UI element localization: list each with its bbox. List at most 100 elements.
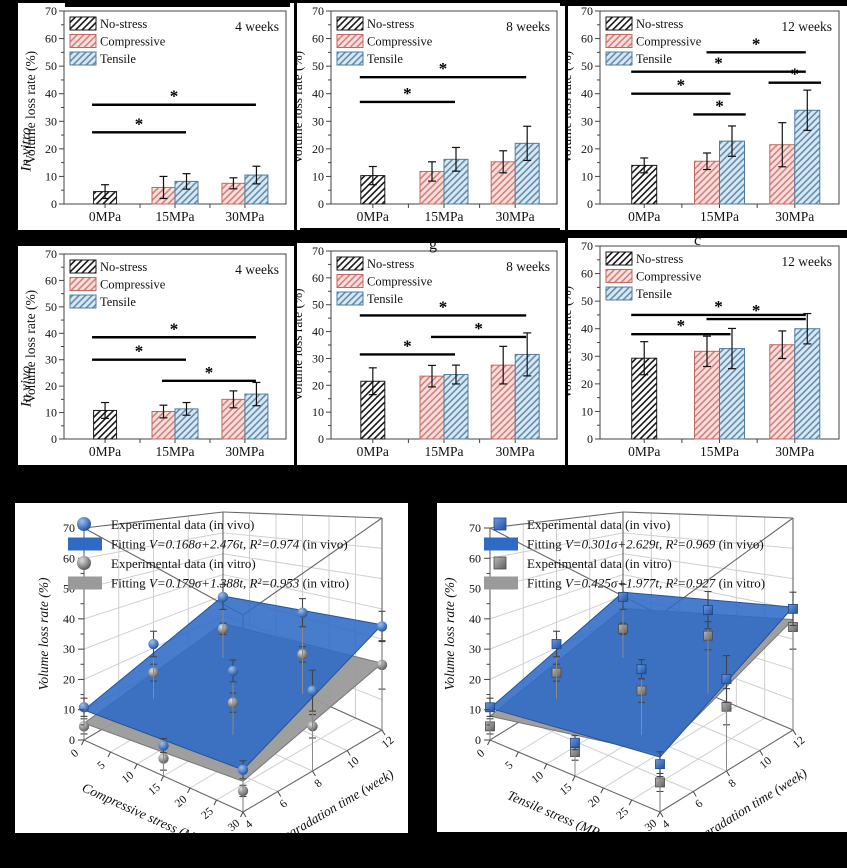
bar-chart-in-vitro-4-weeks: 0 10 20 30 40 50 60 70 Volume loss rate (%) 0MPa 1… — [23, 4, 287, 224]
time-tick-label: 10 — [345, 755, 362, 772]
y-tick-label: 30 — [581, 349, 593, 363]
error-bar — [428, 161, 436, 182]
bar-chart-in-vitro-4-weeks-panel: In vitro 0 10 20 30 40 50 60 70 Volume loss rate… — [18, 3, 294, 230]
y-tick-label: 70 — [45, 247, 57, 261]
error-bar — [728, 125, 736, 157]
bar-chart-in-vitro-4w: 0 10 20 30 40 50 60 70 Volume loss rate (%) 0MPa 1… — [23, 4, 287, 224]
bar-chart-in-vitro-8-weeks-panel: 0 10 20 30 40 50 60 70 Volume loss rate (%) 0MPa 1… — [297, 3, 565, 230]
z-tick-label: 10 — [469, 703, 481, 717]
y-tick-label: 0 — [318, 432, 324, 446]
stress-tick-label: 10 — [529, 769, 546, 786]
week-label: 4 weeks — [235, 19, 279, 34]
legend-label: Compressive — [100, 35, 166, 49]
series-tensile — [443, 332, 540, 440]
legend-label: Compressive — [367, 35, 433, 49]
legend-label: Fitting V=0.179σ+1.388t, R²=0.953 (in vi… — [111, 576, 349, 591]
error-bar — [101, 401, 110, 419]
legend: No-stress Compressive Tensile — [336, 16, 433, 66]
time-tick-label: 10 — [758, 755, 775, 772]
z-tick-label: 40 — [469, 612, 481, 626]
data-point — [307, 685, 318, 696]
data-point — [485, 702, 495, 713]
redaction-bar-middle — [300, 228, 560, 239]
significance-star: * — [715, 96, 724, 115]
z-axis-title: Volume loss rate (%) — [442, 577, 457, 690]
significance-star: * — [752, 34, 761, 53]
error-bar — [703, 152, 711, 171]
series-compressive — [419, 345, 516, 440]
redacted-label-fragment-c: c — [694, 232, 702, 249]
error-bar — [452, 146, 460, 172]
data-point — [636, 664, 647, 675]
legend-item: Fitting V=0.179σ+1.388t, R²=0.953 (in vi… — [68, 576, 349, 591]
week-label: 8 weeks — [506, 259, 550, 274]
error-bar — [101, 184, 110, 200]
series-no-stress — [93, 401, 118, 440]
z-tick-label: 70 — [469, 521, 481, 535]
legend-label: Fitting V=0.301σ+2.629t, R²=0.969 (in vi… — [527, 537, 764, 552]
legend-label: No-stress — [636, 252, 683, 266]
significance-bars: * * * — [359, 297, 527, 356]
y-tick-label: 40 — [581, 87, 593, 101]
bar-chart-in-vivo-4w: 0 10 20 30 40 50 60 70 Volume loss rate (%) 0MPa 1… — [23, 247, 287, 459]
data-point — [237, 764, 249, 775]
stress-tick-label: 20 — [173, 793, 190, 810]
z-tick-label: 20 — [63, 672, 75, 686]
legend-label: Tensile — [367, 52, 403, 66]
y-tick-label: 20 — [312, 142, 324, 156]
redaction-bar-top-left — [65, 0, 290, 7]
time-tick-label: 6 — [693, 798, 705, 811]
x-axis: 0MPa 15MPa 30MPa — [357, 439, 535, 459]
redaction-bar-top-right — [560, 0, 847, 6]
legend-label: Fitting V=0.168σ+2.476t, R²=0.974 (in vi… — [111, 537, 348, 552]
error-bar — [523, 125, 532, 162]
y-tick-label: 70 — [312, 244, 324, 258]
stress-tick-label: 20 — [586, 793, 603, 810]
bar-chart-in-vivo-12-weeks-panel: 0 10 20 30 40 50 60 70 Volume loss rate (%) 0MPa 1… — [568, 238, 847, 465]
legend-item: Fitting V=0.425σ+1.977t, R²=0.927 (in vi… — [484, 576, 765, 591]
time-tick-label: 4 — [660, 818, 672, 831]
legend-swatch — [605, 269, 633, 283]
x-axis: 0MPa 15MPa 30MPa — [628, 439, 814, 459]
y-tick-label: 60 — [581, 32, 593, 46]
legend-swatch — [69, 34, 97, 48]
significance-bars: * * * * * — [631, 34, 822, 116]
stress-tick-label: 15 — [146, 781, 163, 798]
bar-chart-in-vitro-8w: 0 10 20 30 40 50 60 70 Volume loss rate (%) 0MPa 1… — [297, 4, 558, 224]
bar-chart-in-vivo-4-weeks-panel: In vivo 0 10 20 30 40 50 60 70 Volume loss rate … — [18, 246, 294, 465]
y-tick-label: 30 — [581, 114, 593, 128]
legend-swatch — [336, 291, 364, 306]
x-category-label: 30MPa — [225, 444, 264, 459]
y-tick-label: 30 — [312, 351, 324, 365]
series-tensile — [174, 165, 269, 205]
x-category-label: 15MPa — [155, 444, 194, 459]
stress-tick-label: 10 — [120, 769, 137, 786]
z-axis-title: Volume loss rate (%) — [36, 577, 51, 690]
y-axis-title: Volume loss rate (%) — [297, 51, 305, 164]
error-bar — [428, 364, 436, 388]
week-label: 12 weeks — [781, 19, 832, 34]
y-tick-label: 30 — [45, 114, 57, 128]
x-category-label: 30MPa — [775, 444, 814, 459]
stress-tick-label: 30 — [643, 817, 660, 832]
error-bar — [159, 404, 168, 419]
y-tick-label: 50 — [581, 294, 593, 308]
legend-item: Experimental data (in vitro) — [77, 556, 256, 571]
series-compressive — [151, 390, 246, 440]
x-category-label: 30MPa — [496, 209, 535, 224]
x-axis: 0MPa 15MPa 30MPa — [89, 204, 264, 224]
error-bar — [159, 175, 168, 200]
error-bar — [640, 157, 649, 174]
x-category-label: 0MPa — [89, 209, 121, 224]
z-tick-label: 60 — [63, 551, 75, 565]
z-axis: 0 10 20 30 40 50 60 70 — [469, 521, 490, 747]
significance-star: * — [677, 316, 686, 335]
z-tick-label: 0 — [69, 733, 75, 747]
series-no-stress — [93, 184, 118, 205]
in-vivo-row-label: In vivo — [18, 365, 35, 408]
significance-bars: * * * — [92, 319, 256, 383]
time-tick-label: 4 — [243, 818, 255, 831]
error-bar — [803, 312, 812, 345]
legend-plane-swatch — [68, 576, 102, 590]
data-point — [570, 737, 580, 748]
